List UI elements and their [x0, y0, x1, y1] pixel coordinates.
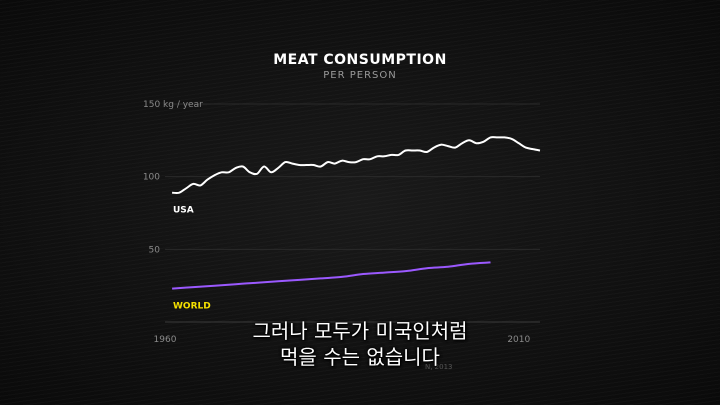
y-tick-label: 50: [149, 245, 161, 255]
y-tick-label: 100: [143, 173, 160, 183]
y-axis-ticks: 150 kg / year 100 50: [143, 100, 540, 255]
series-line-world: [172, 261, 491, 290]
source-label: N, 2013: [425, 363, 453, 371]
series-layer: USA WORLD: [172, 136, 541, 312]
series-label-usa: USA: [173, 206, 194, 216]
subtitle-line-1: 그러나 모두가 미국인처럼: [252, 319, 468, 343]
x-tick-label: 2010: [507, 335, 530, 345]
chart-title: MEAT CONSUMPTION: [273, 52, 447, 68]
series-line-usa: [172, 136, 541, 195]
series-label-world: WORLD: [173, 302, 211, 312]
x-tick-label: 1960: [154, 335, 177, 345]
subtitle-line-2: 먹을 수는 없습니다: [280, 345, 440, 369]
y-tick-label: 150 kg / year: [143, 100, 203, 110]
chart-subtitle: PER PERSON: [323, 70, 397, 81]
video-subtitles: 그러나 모두가 미국인처럼 먹을 수는 없습니다: [0, 318, 720, 370]
x-axis-ticks: 1960 2010: [154, 321, 540, 345]
